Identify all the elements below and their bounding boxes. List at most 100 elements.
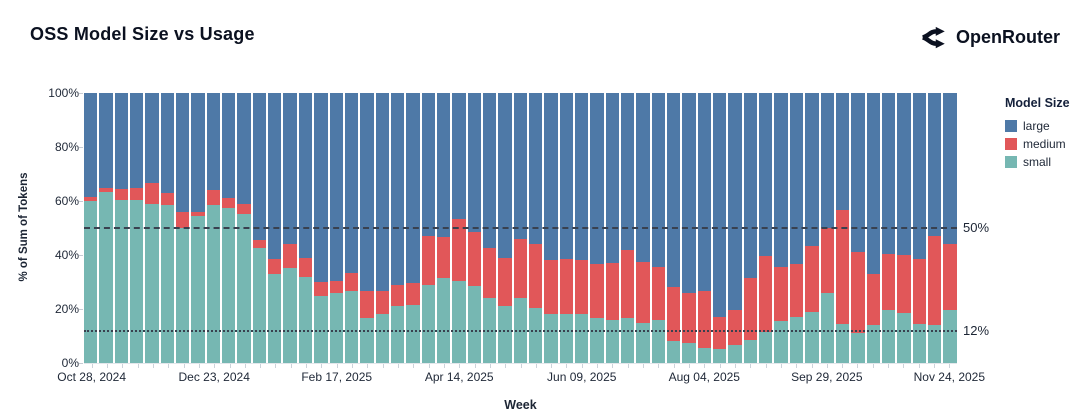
bar-segment-large[interactable] xyxy=(544,93,558,261)
bar-segment-small[interactable] xyxy=(575,314,589,363)
bar-segment-small[interactable] xyxy=(559,314,573,363)
bar-segment-medium[interactable] xyxy=(84,196,98,201)
bar-segment-large[interactable] xyxy=(252,93,267,241)
bar-segment-large[interactable] xyxy=(314,93,328,282)
bar-segment-small[interactable] xyxy=(329,292,343,363)
bar-segment-medium[interactable] xyxy=(943,244,957,311)
bar-segment-small[interactable] xyxy=(851,333,865,363)
bar-segment-small[interactable] xyxy=(176,227,190,363)
bar-segment-medium[interactable] xyxy=(575,260,589,315)
bar-segment-medium[interactable] xyxy=(544,260,558,315)
bar-segment-small[interactable] xyxy=(590,318,604,363)
stacked-bar[interactable] xyxy=(191,93,205,363)
bar-segment-medium[interactable] xyxy=(344,272,359,292)
bar-segment-small[interactable] xyxy=(375,314,389,363)
bar-segment-small[interactable] xyxy=(621,318,635,363)
bar-segment-small[interactable] xyxy=(160,205,175,363)
bar-segment-medium[interactable] xyxy=(329,280,343,293)
stacked-bar[interactable] xyxy=(268,93,282,363)
bar-segment-large[interactable] xyxy=(283,93,297,245)
bar-segment-small[interactable] xyxy=(84,200,98,363)
bar-segment-large[interactable] xyxy=(636,93,650,262)
bar-segment-medium[interactable] xyxy=(651,267,666,320)
bar-segment-large[interactable] xyxy=(697,93,712,292)
bar-segment-large[interactable] xyxy=(713,93,727,318)
bar-segment-medium[interactable] xyxy=(99,187,113,192)
bar-segment-medium[interactable] xyxy=(130,187,144,200)
stacked-bar[interactable] xyxy=(621,93,635,363)
bar-segment-small[interactable] xyxy=(820,292,834,363)
bar-segment-medium[interactable] xyxy=(436,237,451,278)
bar-segment-small[interactable] xyxy=(943,310,957,363)
bar-segment-small[interactable] xyxy=(436,277,451,363)
bar-segment-large[interactable] xyxy=(866,93,880,274)
bar-segment-large[interactable] xyxy=(835,93,850,211)
bar-segment-medium[interactable] xyxy=(897,255,911,314)
stacked-bar[interactable] xyxy=(927,93,942,363)
bar-segment-small[interactable] xyxy=(344,291,359,363)
bar-segment-small[interactable] xyxy=(528,307,543,363)
stacked-bar[interactable] xyxy=(406,93,420,363)
stacked-bar[interactable] xyxy=(222,93,236,363)
bar-segment-medium[interactable] xyxy=(682,292,696,343)
bar-segment-small[interactable] xyxy=(191,215,205,363)
bar-segment-small[interactable] xyxy=(713,349,727,363)
stacked-bar[interactable] xyxy=(774,93,788,363)
bar-segment-large[interactable] xyxy=(421,93,435,237)
bar-segment-medium[interactable] xyxy=(421,236,435,285)
bar-segment-small[interactable] xyxy=(789,317,804,363)
bar-segment-large[interactable] xyxy=(114,93,129,189)
bar-segment-small[interactable] xyxy=(237,214,251,363)
bar-segment-large[interactable] xyxy=(743,93,758,278)
stacked-bar[interactable] xyxy=(130,93,144,363)
bar-segment-medium[interactable] xyxy=(805,245,819,312)
bar-segment-large[interactable] xyxy=(222,93,236,199)
bar-segment-small[interactable] xyxy=(636,322,650,363)
bar-segment-large[interactable] xyxy=(881,93,896,254)
bar-segment-large[interactable] xyxy=(99,93,113,188)
bar-segment-small[interactable] xyxy=(390,306,405,363)
bar-segment-large[interactable] xyxy=(268,93,282,260)
bar-segment-small[interactable] xyxy=(283,268,297,363)
stacked-bar[interactable] xyxy=(636,93,650,363)
bar-segment-medium[interactable] xyxy=(881,253,896,311)
bar-segment-small[interactable] xyxy=(805,311,819,363)
bar-segment-medium[interactable] xyxy=(605,263,620,320)
stacked-bar[interactable] xyxy=(590,93,604,363)
stacked-bar[interactable] xyxy=(99,93,113,363)
bar-segment-large[interactable] xyxy=(927,93,942,237)
bar-segment-large[interactable] xyxy=(621,93,635,250)
stacked-bar[interactable] xyxy=(743,93,758,363)
bar-segment-small[interactable] xyxy=(467,286,481,363)
stacked-bar[interactable] xyxy=(713,93,727,363)
bar-segment-small[interactable] xyxy=(452,280,466,363)
bar-segment-small[interactable] xyxy=(651,319,666,363)
bar-segment-medium[interactable] xyxy=(452,218,466,281)
stacked-bar[interactable] xyxy=(84,93,98,363)
bar-segment-medium[interactable] xyxy=(697,291,712,349)
bar-segment-medium[interactable] xyxy=(498,257,512,307)
bar-segment-small[interactable] xyxy=(912,323,926,363)
bar-segment-large[interactable] xyxy=(682,93,696,293)
bar-segment-large[interactable] xyxy=(805,93,819,246)
bar-segment-medium[interactable] xyxy=(482,248,497,299)
bar-segment-medium[interactable] xyxy=(927,236,942,326)
bar-segment-medium[interactable] xyxy=(513,238,527,299)
bar-segment-medium[interactable] xyxy=(314,282,328,296)
bar-segment-small[interactable] xyxy=(927,325,942,363)
bar-segment-large[interactable] xyxy=(912,93,926,260)
stacked-bar[interactable] xyxy=(176,93,190,363)
bar-segment-medium[interactable] xyxy=(191,211,205,216)
bar-segment-medium[interactable] xyxy=(160,192,175,206)
bar-segment-medium[interactable] xyxy=(789,264,804,318)
bar-segment-large[interactable] xyxy=(605,93,620,264)
stacked-bar[interactable] xyxy=(314,93,328,363)
legend-item-small[interactable]: small xyxy=(1005,155,1070,169)
bar-segment-medium[interactable] xyxy=(636,261,650,323)
stacked-bar[interactable] xyxy=(820,93,834,363)
stacked-bar[interactable] xyxy=(697,93,712,363)
bar-segment-large[interactable] xyxy=(206,93,221,191)
bar-segment-medium[interactable] xyxy=(114,188,129,200)
bar-segment-large[interactable] xyxy=(774,93,788,268)
bar-segment-large[interactable] xyxy=(820,93,834,228)
